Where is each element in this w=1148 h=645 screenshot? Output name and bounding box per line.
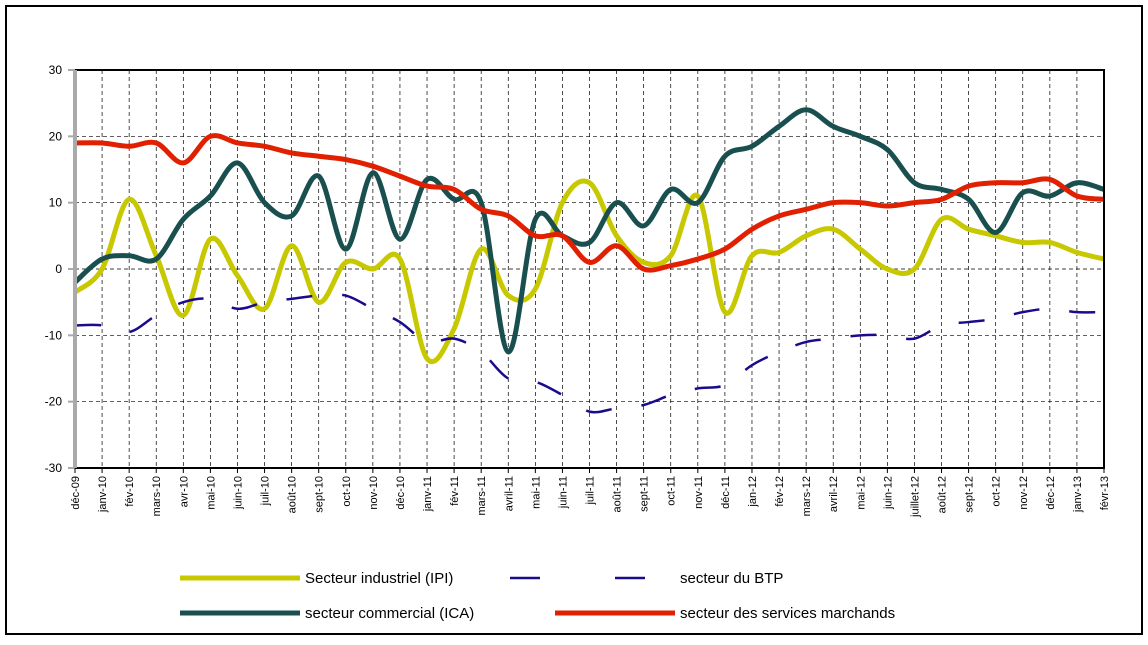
labels: -30 -20 -10 0 10 20 30 déc-09 janv-10 fév-10 mars-… xyxy=(45,63,1111,622)
x-tick-label: juil-10 xyxy=(260,476,272,506)
x-tick-label: juin-12 xyxy=(882,476,894,510)
legend-label: secteur du BTP xyxy=(680,570,783,587)
x-tick-label: fév-11 xyxy=(449,476,461,506)
x-tick-label: sept-12 xyxy=(964,476,976,513)
x-tick-label: nov-11 xyxy=(693,476,705,509)
x-tick-label: mars-12 xyxy=(801,476,813,516)
x-tick-label: janv-11 xyxy=(422,476,434,512)
x-tick-label: août-11 xyxy=(612,476,624,513)
x-tick-label: nov-12 xyxy=(1018,476,1030,510)
x-tick-label: janv-10 xyxy=(97,476,109,513)
series-line xyxy=(73,178,1105,364)
x-tick-label: déc-09 xyxy=(70,476,82,510)
legend-label: secteur commercial (ICA) xyxy=(305,605,474,622)
x-tick-label: mai-11 xyxy=(530,476,542,509)
x-tick-label: mai-10 xyxy=(205,476,217,510)
x-tick-label: sept-11 xyxy=(639,476,651,512)
y-tick-label: 10 xyxy=(49,196,63,210)
x-tick-label: avril-12 xyxy=(828,476,840,512)
x-tick-label: jan-12 xyxy=(747,476,759,508)
x-tick-label: août-12 xyxy=(937,476,949,513)
x-tick-label: août-10 xyxy=(287,476,299,513)
x-tick-label: mai-12 xyxy=(855,476,867,510)
x-tick-label: déc-10 xyxy=(395,476,407,510)
x-tick-label: avr-10 xyxy=(178,476,190,507)
grid xyxy=(74,69,1105,469)
x-tick-label: juil-11 xyxy=(585,476,597,506)
series-layer xyxy=(73,107,1105,414)
x-tick-label: janv-13 xyxy=(1072,476,1084,513)
legend-label: secteur des services marchands xyxy=(680,605,895,622)
x-tick-label: mars-10 xyxy=(151,476,163,516)
x-tick-label: févr-13 xyxy=(1099,476,1111,510)
x-tick-label: juin-11 xyxy=(557,476,569,509)
y-tick-label: 0 xyxy=(55,262,62,276)
y-tick-label: 30 xyxy=(49,63,63,77)
x-tick-label: sept-10 xyxy=(314,476,326,513)
x-tick-label: oct-10 xyxy=(341,476,353,507)
y-tick-label: -30 xyxy=(45,461,63,475)
legend-label: Secteur industriel (IPI) xyxy=(305,570,453,587)
series-line xyxy=(74,293,1105,414)
y-tick-label: -20 xyxy=(45,395,63,409)
y-tick-label: 20 xyxy=(49,129,63,143)
x-tick-label: déc-12 xyxy=(1045,476,1057,510)
x-tick-label: déc-11 xyxy=(720,476,732,509)
y-tick-label: -10 xyxy=(45,328,63,342)
x-tick-label: oct-11 xyxy=(666,476,678,506)
x-tick-label: juin-10 xyxy=(232,476,244,510)
chart-frame xyxy=(5,5,1143,635)
series-line xyxy=(74,133,1105,273)
x-tick-label: oct-12 xyxy=(991,476,1003,507)
x-tick-label: fév-10 xyxy=(124,476,136,507)
x-tick-label: avril-11 xyxy=(503,476,515,511)
x-tick-label: fév-12 xyxy=(774,476,786,507)
x-tick-label: mars-11 xyxy=(476,476,488,516)
x-tick-label: nov-10 xyxy=(368,476,380,510)
x-tick-label: juillet-12 xyxy=(909,476,921,518)
